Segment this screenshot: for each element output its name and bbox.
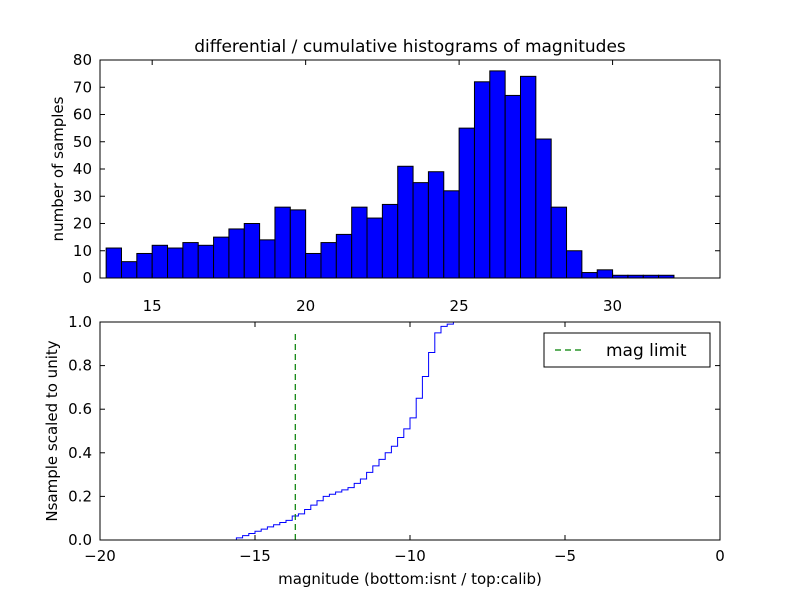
histogram-bar bbox=[581, 272, 598, 279]
legend-label: mag limit bbox=[606, 341, 687, 361]
histogram-bar bbox=[136, 252, 153, 279]
chart-title: differential / cumulative histograms of … bbox=[194, 37, 626, 57]
y-tick-label: 30 bbox=[73, 187, 92, 205]
x-tick-label: −15 bbox=[239, 547, 271, 565]
histogram-bar bbox=[105, 247, 122, 279]
x-tick-label: 30 bbox=[603, 297, 622, 315]
histogram-frame bbox=[99, 59, 721, 279]
histogram-bar bbox=[335, 233, 353, 279]
histogram-bar bbox=[197, 244, 215, 279]
y-tick-label: 80 bbox=[73, 51, 92, 69]
legend: mag limit bbox=[543, 332, 711, 368]
y-tick-label: 0.6 bbox=[68, 400, 92, 418]
y-tick-label: 10 bbox=[73, 242, 92, 260]
x-tick-label: −5 bbox=[554, 547, 576, 565]
y-tick-label: 40 bbox=[73, 160, 92, 178]
x-tick-label: −10 bbox=[394, 547, 426, 565]
histogram-bar bbox=[443, 190, 460, 279]
x-tick-label: 15 bbox=[143, 297, 162, 315]
histogram-bar bbox=[504, 94, 521, 279]
histogram-bar bbox=[228, 228, 245, 279]
y-tick-label: 0.2 bbox=[68, 487, 92, 505]
x-tick-label: 20 bbox=[296, 297, 315, 315]
histogram-bar bbox=[351, 206, 368, 279]
x-tick-label: 25 bbox=[450, 297, 469, 315]
histogram-bar bbox=[535, 138, 552, 279]
y-tick-label: 0.0 bbox=[68, 531, 92, 549]
histogram-bar bbox=[243, 223, 261, 279]
histogram-bar bbox=[381, 203, 399, 279]
y-tick-label: 20 bbox=[73, 215, 92, 233]
y-tick-label: 60 bbox=[73, 106, 92, 124]
legend-box bbox=[543, 332, 711, 368]
histogram-bar bbox=[458, 127, 475, 279]
histogram-bar bbox=[473, 81, 491, 279]
histogram-bar bbox=[151, 244, 169, 279]
histogram-bar bbox=[397, 165, 414, 279]
histogram-bar bbox=[289, 209, 307, 279]
histogram-bar bbox=[182, 242, 199, 279]
histogram-y-axis-label: number of samples bbox=[49, 96, 67, 241]
y-tick-label: 50 bbox=[73, 133, 92, 151]
y-tick-label: 0.8 bbox=[68, 357, 92, 375]
histogram-bar bbox=[489, 70, 506, 279]
y-tick-label: 1.0 bbox=[68, 313, 92, 331]
histogram-bar bbox=[412, 182, 429, 279]
histogram-bar bbox=[427, 171, 445, 279]
y-tick-label: 0 bbox=[82, 269, 92, 287]
histogram-bar bbox=[596, 269, 614, 279]
histogram-bar bbox=[519, 75, 537, 279]
cumulative-y-axis-label: Nsample scaled to unity bbox=[43, 340, 61, 521]
histogram-ticks: 0 10 20 30 40 50 60 70 80 15 20 25 30 bbox=[73, 51, 720, 315]
histogram-bar bbox=[120, 261, 138, 279]
cumulative-x-axis-label: magnitude (bottom:isnt / top:calib) bbox=[278, 570, 542, 588]
histogram-bar bbox=[366, 217, 383, 279]
cumulative-frame bbox=[99, 321, 721, 541]
histogram-bar bbox=[274, 206, 291, 279]
histogram-bar bbox=[550, 206, 568, 279]
histogram-bar bbox=[320, 242, 337, 279]
histogram-bar bbox=[167, 247, 184, 279]
y-tick-label: 70 bbox=[73, 78, 92, 96]
histogram-bars bbox=[105, 70, 675, 279]
histogram-bar bbox=[566, 250, 583, 279]
histogram-bar bbox=[305, 252, 322, 279]
histogram-bar bbox=[259, 239, 276, 279]
histogram-panel: differential / cumulative histograms of … bbox=[49, 37, 721, 315]
x-tick-label: −20 bbox=[84, 547, 116, 565]
cumulative-panel: 0.0 0.2 0.4 0.6 0.8 1.0 −20 −15 −10 −5 0 mag limit… bbox=[43, 313, 725, 588]
y-tick-label: 0.4 bbox=[68, 444, 92, 462]
cumulative-step-line bbox=[100, 321, 720, 541]
x-tick-label: 0 bbox=[715, 547, 725, 565]
histogram-bar bbox=[213, 236, 230, 279]
